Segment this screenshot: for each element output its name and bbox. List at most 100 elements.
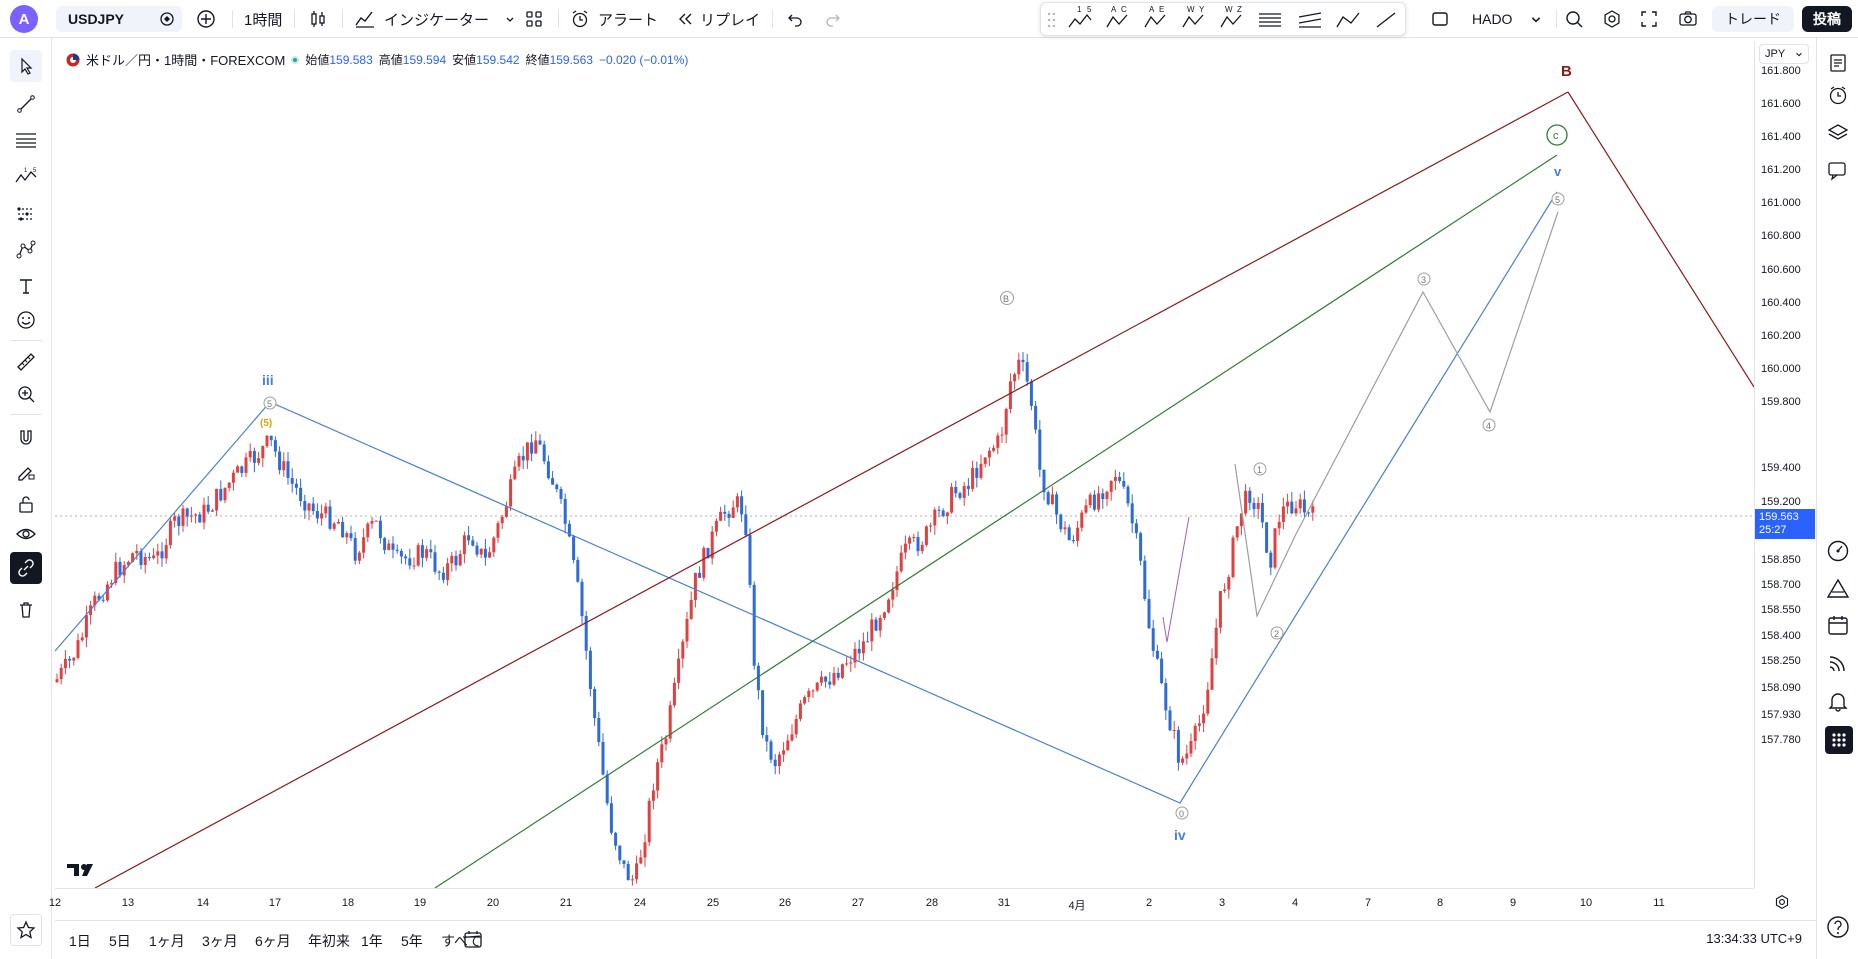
chat-button[interactable] bbox=[1825, 158, 1851, 184]
smiley-icon bbox=[17, 311, 35, 329]
fib-tool[interactable] bbox=[10, 124, 42, 156]
candle-body bbox=[1298, 499, 1302, 509]
gauge-icon bbox=[1827, 540, 1849, 562]
price-label: 158.700 bbox=[1761, 579, 1801, 591]
candle-body bbox=[735, 496, 739, 508]
trend-line-tool[interactable] bbox=[10, 88, 42, 120]
rewind-icon bbox=[679, 13, 692, 25]
watchlist-button[interactable] bbox=[1825, 50, 1851, 76]
pine-button[interactable] bbox=[1825, 576, 1851, 602]
candle-body bbox=[450, 555, 454, 564]
candle-body bbox=[1008, 381, 1012, 410]
news-button[interactable] bbox=[1825, 650, 1851, 676]
time-axis-settings-button[interactable] bbox=[1774, 894, 1790, 910]
calendar-button[interactable] bbox=[1825, 612, 1851, 638]
emoji-tool[interactable] bbox=[10, 304, 42, 336]
candle-body bbox=[311, 503, 315, 512]
candle-body bbox=[1176, 730, 1180, 763]
shapes-tool[interactable] bbox=[10, 234, 42, 266]
symbol-search[interactable]: USDJPY bbox=[56, 6, 182, 32]
price-chart[interactable]: iii 5 (5) B 0 iv 1 2 3 4 5 v c B bbox=[55, 42, 1754, 888]
add-symbol-button[interactable] bbox=[196, 0, 216, 38]
alerts-panel-button[interactable] bbox=[1825, 82, 1851, 108]
text-tool[interactable] bbox=[10, 270, 42, 302]
price-label: 160.600 bbox=[1761, 264, 1801, 276]
favorites-tool[interactable] bbox=[10, 914, 42, 946]
candle-body bbox=[866, 641, 870, 643]
publish-button[interactable]: 投稿 bbox=[1802, 6, 1852, 32]
currency-selector[interactable]: JPY bbox=[1759, 44, 1809, 64]
sync-drawings-tool[interactable] bbox=[10, 552, 42, 584]
candle-body bbox=[231, 472, 235, 483]
candle-body bbox=[798, 703, 802, 719]
wave-iii-iv-line bbox=[55, 191, 1558, 804]
undo-button[interactable] bbox=[786, 0, 804, 38]
range-button[interactable]: 3ヶ月 bbox=[202, 933, 238, 949]
chart-type-button[interactable] bbox=[308, 0, 328, 38]
magnet-tool[interactable] bbox=[10, 422, 42, 454]
settings-button[interactable] bbox=[1602, 0, 1622, 38]
apps-button[interactable] bbox=[1825, 726, 1853, 754]
user-avatar[interactable]: A bbox=[10, 5, 38, 33]
time-axis[interactable]: 12 13 14 17 18 19 20 21 24 25 26 27 28 31 4月 2 3 4 7 8 9 10 11 bbox=[49, 888, 1754, 916]
quick-search-button[interactable] bbox=[1564, 0, 1584, 38]
price-axis[interactable]: JPY 161.800 161.600 161.400 161.200 161.000 1… bbox=[1754, 42, 1815, 888]
range-button[interactable]: 1年 bbox=[361, 933, 383, 949]
candle-body bbox=[845, 663, 849, 665]
range-button[interactable]: 年初来 bbox=[308, 933, 350, 949]
alert-button[interactable]: アラート bbox=[570, 0, 658, 38]
measure-tool[interactable] bbox=[10, 346, 42, 378]
zoom-tool[interactable] bbox=[10, 378, 42, 410]
remove-drawings-tool[interactable] bbox=[10, 594, 42, 626]
candle-body bbox=[131, 553, 135, 562]
range-button[interactable]: 5日 bbox=[109, 933, 131, 949]
snapshot-button[interactable] bbox=[1678, 0, 1698, 38]
notifications-button[interactable] bbox=[1825, 688, 1851, 714]
screener-button[interactable] bbox=[1825, 538, 1851, 564]
clock-timezone[interactable]: 13:34:33 UTC+9 bbox=[1706, 931, 1802, 946]
candle-body bbox=[622, 860, 626, 864]
candle-body bbox=[248, 450, 252, 458]
legend-high: 159.594 bbox=[402, 52, 447, 67]
layout-name-button[interactable]: HADO bbox=[1472, 0, 1512, 38]
projection-line bbox=[1234, 211, 1559, 619]
range-button[interactable]: 6ヶ月 bbox=[255, 933, 291, 949]
trade-button[interactable]: トレード bbox=[1712, 6, 1794, 32]
candle-body bbox=[1269, 552, 1273, 568]
rectangle-tool-button[interactable] bbox=[1430, 0, 1450, 38]
candle-body bbox=[1118, 477, 1122, 481]
hide-drawings-tool[interactable] bbox=[10, 518, 42, 550]
candle-body bbox=[383, 538, 387, 551]
interval-button[interactable]: 1時間 bbox=[244, 0, 282, 38]
fullscreen-button[interactable] bbox=[1640, 0, 1658, 38]
keep-drawing-tool[interactable] bbox=[10, 456, 42, 488]
replay-button[interactable]: リプレイ bbox=[676, 0, 760, 38]
layout-menu-button[interactable] bbox=[1530, 0, 1542, 38]
help-button[interactable] bbox=[1825, 914, 1851, 940]
candle-body bbox=[105, 584, 109, 601]
chevron-down-icon bbox=[506, 17, 514, 22]
candle-body bbox=[395, 549, 399, 551]
grid-icon bbox=[526, 11, 542, 27]
range-button[interactable]: 1ヶ月 bbox=[149, 933, 185, 949]
candle-body bbox=[588, 650, 592, 689]
range-button[interactable]: 1日 bbox=[69, 933, 91, 949]
forecast-tool[interactable] bbox=[10, 198, 42, 230]
redo-button[interactable] bbox=[824, 0, 842, 38]
calendar-range-icon bbox=[464, 931, 482, 948]
candle-body bbox=[861, 641, 865, 654]
candle-body bbox=[244, 457, 248, 473]
cursor-tool[interactable] bbox=[10, 50, 42, 82]
gear-icon bbox=[1775, 894, 1789, 910]
indicators-button[interactable]: インジケーター bbox=[354, 0, 515, 38]
candle-body bbox=[324, 506, 328, 514]
lock-drawings-tool[interactable] bbox=[10, 488, 42, 520]
templates-button[interactable] bbox=[524, 0, 544, 38]
object-tree-button[interactable] bbox=[1825, 120, 1851, 146]
legend-title[interactable]: 米ドル／円・1時間・FOREXCOM bbox=[86, 53, 286, 68]
candle-body bbox=[307, 503, 311, 511]
range-button[interactable]: 5年 bbox=[401, 933, 423, 949]
date-range-button[interactable] bbox=[463, 929, 483, 954]
